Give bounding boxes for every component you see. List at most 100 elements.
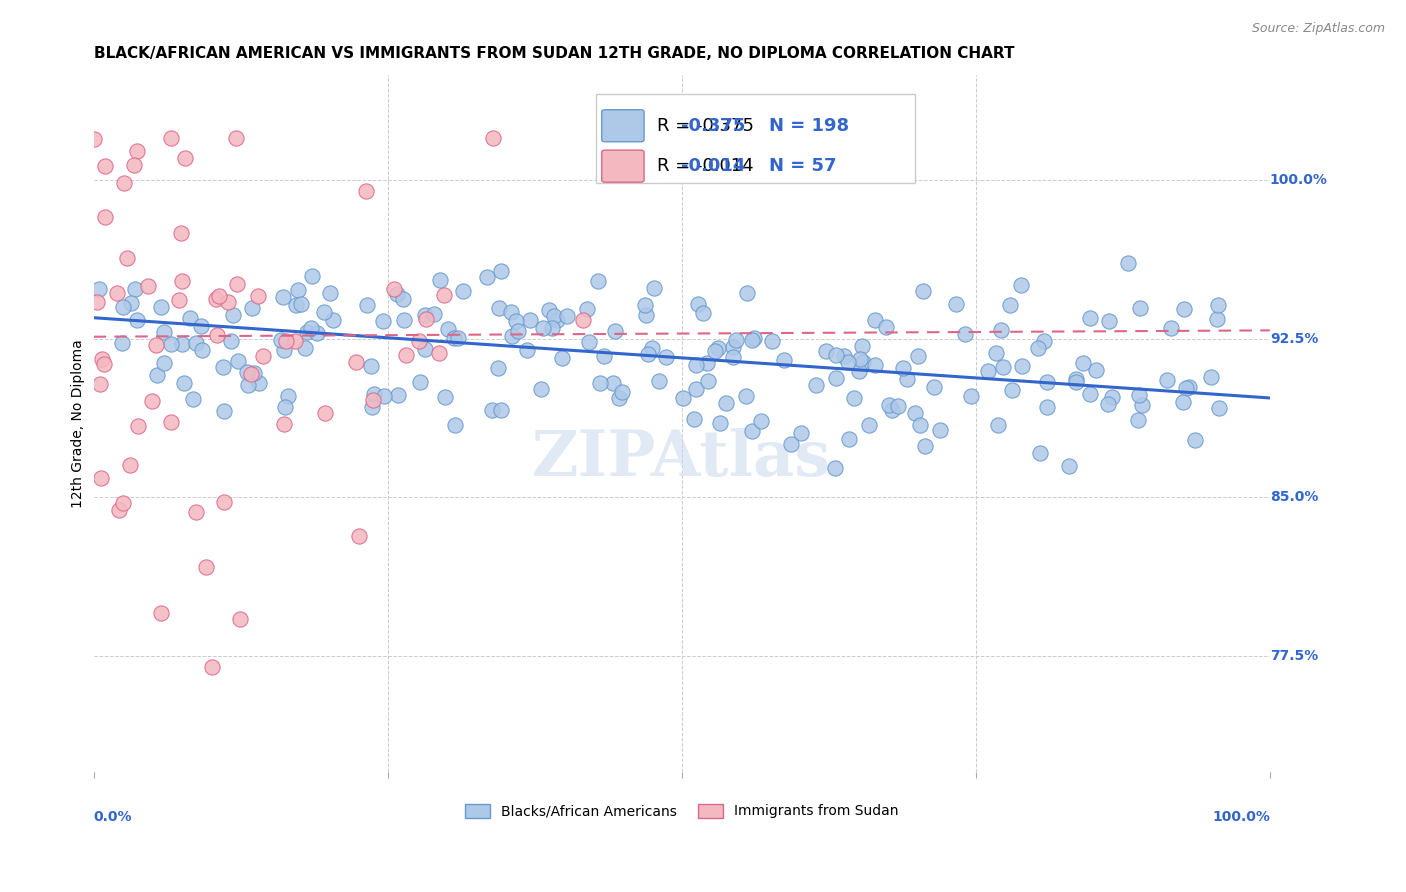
Point: [86, 295, 108, 310]
Point: [125, 312, 148, 326]
Point: [1098, 314, 1121, 328]
Point: [1160, 321, 1182, 335]
Point: [875, 319, 897, 334]
Point: [221, 334, 243, 348]
Point: [773, 353, 796, 368]
Point: [634, 298, 657, 312]
Point: [360, 359, 382, 373]
Text: -0.375: -0.375: [681, 117, 745, 135]
Point: [551, 351, 574, 365]
Point: [299, 320, 322, 334]
Point: [588, 274, 610, 288]
Point: [115, 252, 138, 266]
Point: [190, 318, 212, 333]
Text: N = 57: N = 57: [769, 157, 837, 175]
Text: 0.0%: 0.0%: [94, 810, 132, 824]
Point: [373, 314, 395, 328]
Point: [1029, 445, 1052, 459]
Point: [1011, 359, 1033, 373]
Point: [697, 374, 720, 388]
Point: [124, 282, 146, 296]
Point: [987, 417, 1010, 432]
Point: [127, 144, 149, 158]
Point: [882, 403, 904, 417]
Point: [508, 324, 530, 338]
Point: [863, 358, 886, 372]
Point: [170, 337, 193, 351]
Point: [990, 323, 1012, 337]
Point: [1116, 256, 1139, 270]
Point: [578, 334, 600, 349]
Point: [1035, 400, 1057, 414]
Point: [993, 359, 1015, 374]
Point: [91, 351, 114, 366]
Point: [153, 325, 176, 339]
Point: [392, 312, 415, 326]
Point: [907, 349, 929, 363]
Point: [852, 355, 875, 369]
Point: [239, 367, 262, 381]
Point: [1101, 390, 1123, 404]
Point: [287, 283, 309, 297]
Point: [499, 305, 522, 319]
Point: [1130, 398, 1153, 412]
Point: [610, 385, 633, 400]
Point: [415, 311, 437, 326]
Point: [516, 343, 538, 357]
Text: 100.0%: 100.0%: [1212, 810, 1270, 824]
Point: [706, 342, 728, 356]
Text: R = -0.375: R = -0.375: [657, 117, 754, 135]
Point: [647, 374, 669, 388]
Point: [167, 293, 190, 307]
Point: [634, 308, 657, 322]
Point: [413, 342, 436, 356]
Point: [153, 356, 176, 370]
Point: [1010, 278, 1032, 293]
Point: [451, 284, 474, 298]
Point: [929, 423, 952, 437]
Point: [385, 287, 408, 301]
Point: [252, 349, 274, 363]
Point: [488, 301, 510, 315]
Point: [686, 297, 709, 311]
Point: [444, 417, 467, 432]
Point: [780, 436, 803, 450]
Point: [543, 309, 565, 323]
Point: [848, 364, 870, 378]
Point: [824, 460, 846, 475]
Point: [953, 327, 976, 342]
Point: [145, 338, 167, 352]
Point: [692, 306, 714, 320]
Point: [945, 297, 967, 311]
Point: [477, 270, 499, 285]
Y-axis label: 12th Grade, No Diploma: 12th Grade, No Diploma: [72, 339, 86, 508]
Point: [271, 290, 294, 304]
Point: [429, 272, 451, 286]
Point: [382, 282, 405, 296]
Point: [1126, 413, 1149, 427]
Point: [540, 320, 562, 334]
Point: [741, 424, 763, 438]
Point: [641, 341, 664, 355]
Point: [242, 366, 264, 380]
Point: [1201, 370, 1223, 384]
Point: [447, 331, 470, 345]
Legend: Blacks/African Americans, Immigrants from Sudan: Blacks/African Americans, Immigrants fro…: [460, 798, 904, 824]
Point: [434, 390, 457, 404]
Point: [1066, 375, 1088, 389]
Point: [179, 311, 201, 326]
Point: [205, 328, 228, 343]
Point: [173, 151, 195, 165]
Point: [486, 361, 509, 376]
Point: [825, 348, 848, 362]
Point: [427, 346, 450, 360]
Point: [301, 269, 323, 284]
Point: [790, 425, 813, 440]
Point: [373, 389, 395, 403]
Point: [201, 659, 224, 673]
Point: [709, 416, 731, 430]
Point: [607, 391, 630, 405]
Point: [1208, 401, 1230, 415]
Point: [912, 285, 935, 299]
Point: [274, 334, 297, 348]
